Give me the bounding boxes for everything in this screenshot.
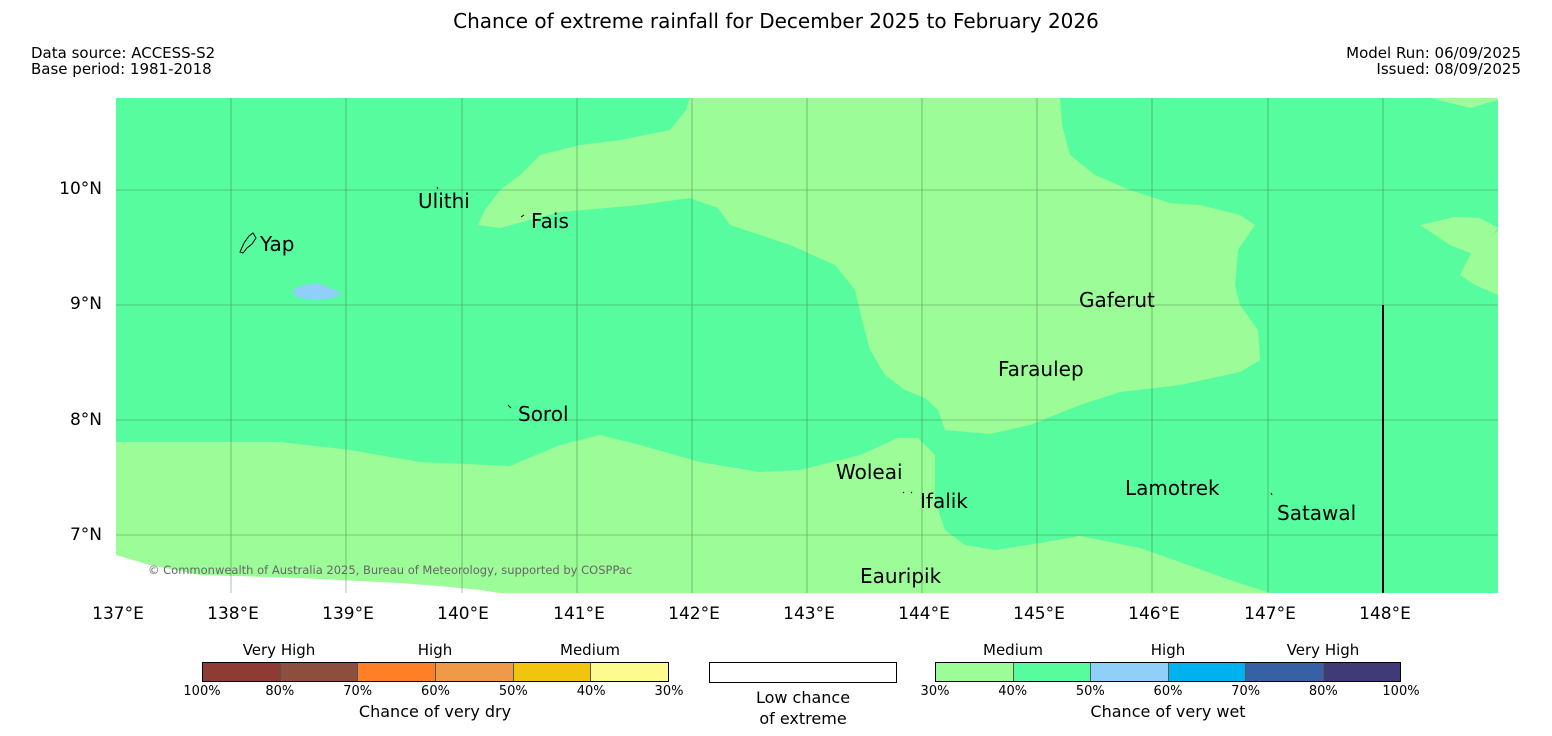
lon-label-139e: 139°E (322, 604, 374, 624)
issued-date: Issued: 08/09/2025 (1376, 60, 1521, 78)
lat-label-9n: 9°N (69, 294, 102, 314)
wet-tick-label: 40% (998, 684, 1028, 699)
wet-tick-label: 30% (920, 684, 950, 699)
dry-tick-label: 100% (183, 684, 221, 699)
wet-tick-label: 60% (1153, 684, 1183, 699)
lon-label-147e: 147°E (1244, 604, 1296, 624)
wet-color-cell (1090, 663, 1168, 681)
wet-cat-very-high: Very High (1286, 641, 1360, 659)
place-gaferut: Gaferut (1079, 288, 1155, 312)
sorol-island-mark (507, 404, 512, 409)
dry-tick-label: 50% (498, 684, 528, 699)
dry-tick-label: 80% (265, 684, 295, 699)
dry-tick-label: 60% (421, 684, 450, 699)
wet-color-cell (936, 663, 1013, 681)
neutral-label-line2: of extreme (759, 709, 847, 728)
dry-cat-medium: Medium (560, 641, 620, 659)
wet-tick-label: 100% (1382, 684, 1420, 699)
wet-tick-label: 50% (1075, 684, 1105, 699)
lon-label-142e: 142°E (668, 604, 720, 624)
lon-label-137e: 137°E (92, 604, 144, 624)
lon-label-144e: 144°E (898, 604, 950, 624)
place-ifalik: Ifalik (920, 489, 968, 513)
wet-color-cell (1167, 663, 1245, 681)
place-fais: Fais (531, 209, 569, 233)
ifalik-island-mark-2 (910, 491, 913, 494)
yap-island-outline (239, 232, 257, 254)
wet-cat-medium: Medium (983, 641, 1043, 659)
place-woleai: Woleai (836, 460, 903, 484)
dry-cat-very-high: Very High (242, 641, 316, 659)
dry-color-cell (203, 663, 280, 681)
dry-color-cell (279, 663, 358, 681)
ulithi-island-mark (436, 186, 439, 190)
dry-color-cell (590, 663, 669, 681)
dry-tick-label: 40% (576, 684, 606, 699)
map-area (116, 98, 1498, 593)
place-ulithi: Ulithi (418, 189, 470, 213)
dry-legend-label: Chance of very dry (358, 702, 512, 721)
model-run: Model Run: 06/09/2025 (1346, 44, 1521, 62)
lon-label-148e: 148°E (1359, 604, 1411, 624)
dry-cat-high: High (417, 641, 453, 659)
wet-color-cell (1012, 663, 1090, 681)
lat-label-7n: 7°N (69, 525, 102, 545)
lon-label-140e: 140°E (437, 604, 489, 624)
data-source-info: Data source: ACCESS-S2 Base period: 1981… (31, 45, 215, 77)
lat-label-10n: 10°N (59, 179, 102, 199)
lon-label-146e: 146°E (1128, 604, 1180, 624)
region-high-lake (292, 283, 343, 299)
ifalik-island-mark-1 (902, 491, 905, 494)
dry-tick-label: 70% (343, 684, 373, 699)
wet-legend-label: Chance of very wet (1090, 702, 1246, 721)
data-source: Data source: ACCESS-S2 (31, 44, 216, 62)
chart-title: Chance of extreme rainfall for December … (453, 9, 1099, 33)
wet-tick-label: 70% (1231, 684, 1261, 699)
region-low-chance (116, 555, 500, 593)
place-sorol: Sorol (518, 402, 569, 426)
dry-color-cell (435, 663, 513, 681)
neutral-swatch (709, 662, 897, 683)
wet-cat-high: High (1150, 641, 1186, 659)
wet-color-cell (1245, 663, 1323, 681)
dry-color-cell (512, 663, 591, 681)
place-faraulep: Faraulep (998, 357, 1084, 381)
copyright-notice: © Commonwealth of Australia 2025, Bureau… (148, 563, 633, 577)
place-eauripik: Eauripik (860, 564, 942, 588)
lon-label-143e: 143°E (783, 604, 835, 624)
grid-lines (116, 98, 1498, 593)
lat-label-8n: 8°N (69, 410, 102, 430)
wet-colorbar (935, 662, 1401, 682)
dry-color-cell (357, 663, 436, 681)
fais-island-mark (520, 214, 525, 218)
wet-color-cell (1322, 663, 1400, 681)
dry-colorbar (202, 662, 669, 682)
lon-label-141e: 141°E (553, 604, 605, 624)
run-info: Model Run: 06/09/2025 Issued: 08/09/2025 (1346, 45, 1521, 77)
lon-label-145e: 145°E (1013, 604, 1065, 624)
dry-tick-label: 30% (654, 684, 684, 699)
lon-label-138e: 138°E (207, 604, 259, 624)
place-yap: Yap (260, 232, 295, 256)
place-lamotrek: Lamotrek (1125, 476, 1220, 500)
neutral-label-line1: Low chance (755, 688, 851, 707)
region-medium-ne (1335, 98, 1498, 108)
wet-tick-label: 80% (1308, 684, 1338, 699)
region-medium-east (1420, 217, 1498, 255)
base-period: Base period: 1981-2018 (31, 60, 212, 78)
place-satawal: Satawal (1277, 501, 1357, 525)
satawal-island-mark (1270, 492, 1273, 496)
